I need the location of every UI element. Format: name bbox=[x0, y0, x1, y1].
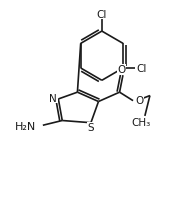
Text: Cl: Cl bbox=[97, 10, 107, 20]
Text: Cl: Cl bbox=[137, 64, 147, 74]
Text: O: O bbox=[135, 95, 144, 105]
Text: O: O bbox=[117, 65, 125, 75]
Text: CH₃: CH₃ bbox=[132, 118, 151, 128]
Text: H₂N: H₂N bbox=[14, 122, 36, 131]
Text: N: N bbox=[49, 93, 57, 103]
Text: S: S bbox=[88, 123, 94, 133]
